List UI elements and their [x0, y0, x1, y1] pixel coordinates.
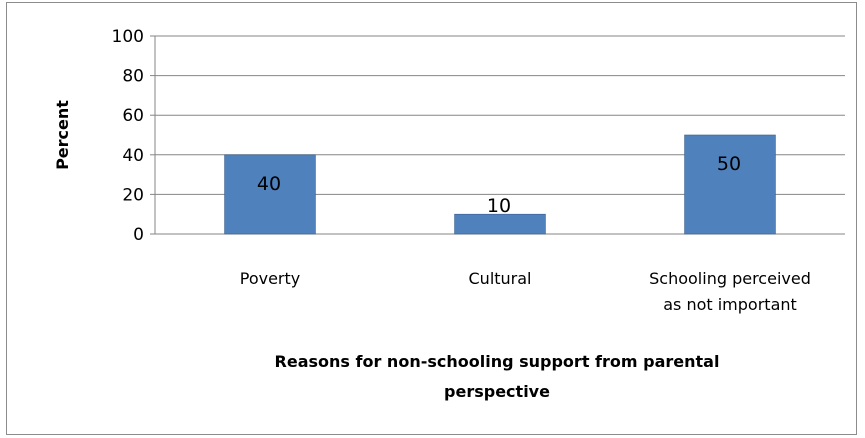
y-tick-label: 80: [122, 67, 144, 87]
y-axis-title: Percent: [53, 100, 72, 170]
x-category-label: Poverty: [240, 269, 301, 288]
data-label: 10: [487, 195, 511, 217]
bars: [224, 134, 776, 235]
x-axis-title: perspective: [444, 382, 550, 401]
x-category-label: Schooling perceived: [649, 269, 811, 288]
bar-poverty: [224, 154, 316, 235]
y-tick-label: 40: [122, 146, 144, 166]
bar-cultural: [454, 213, 546, 235]
y-tick-label: 0: [133, 225, 144, 245]
labels: 0 20 40 60 80 100 40 Poverty 10 Cultural 50 Schooli…: [53, 27, 811, 401]
y-tick-label: 20: [122, 185, 144, 205]
x-axis-title: Reasons for non-schooling support from p…: [275, 352, 720, 371]
bar-schooling-perceived-as-not-important: [684, 134, 776, 235]
data-label: 40: [257, 173, 281, 195]
y-tick-label: 100: [112, 27, 144, 47]
x-category-label: Cultural: [469, 269, 532, 288]
data-label: 50: [717, 153, 741, 175]
y-tick-label: 60: [122, 106, 144, 126]
x-category-label: as not important: [663, 295, 797, 314]
